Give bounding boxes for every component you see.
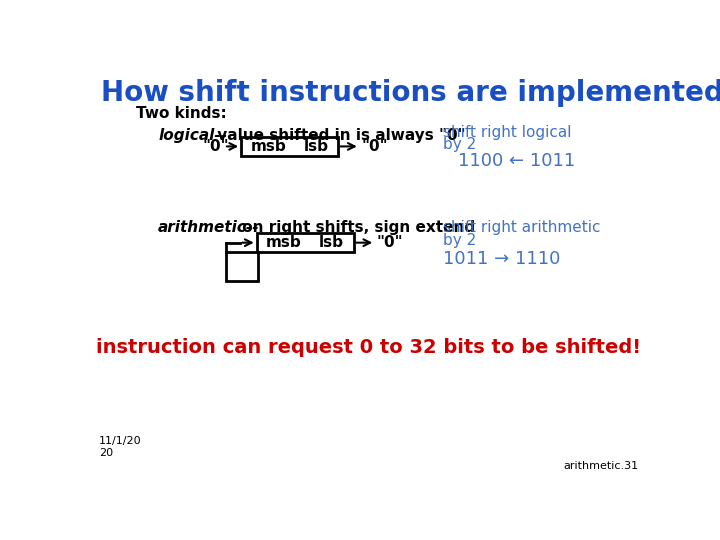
Text: 1100 ← 1011: 1100 ← 1011 [458,152,575,170]
Text: 11/1/20
20: 11/1/20 20 [99,436,142,457]
Text: msb: msb [266,235,302,250]
Bar [256,233,354,252]
Text: by 2: by 2 [443,233,476,248]
Text: shift right logical: shift right logical [443,125,571,140]
Text: arithmetic--: arithmetic-- [158,220,260,235]
Text: 1011 → 1110: 1011 → 1110 [443,249,560,268]
Text: "0": "0" [377,235,403,250]
Text: by 2: by 2 [443,137,476,152]
Text: "0": "0" [361,139,388,154]
Bar [241,137,338,156]
Text: "0": "0" [202,139,229,154]
Text: msb: msb [251,139,286,154]
Text: shift right arithmetic: shift right arithmetic [443,220,600,235]
Text: value shifted in is always "0": value shifted in is always "0" [212,128,466,143]
Text: instruction can request 0 to 32 bits to be shifted!: instruction can request 0 to 32 bits to … [96,338,642,357]
Text: on right shifts, sign extend: on right shifts, sign extend [238,220,475,235]
Text: lsb: lsb [304,139,329,154]
Bar [225,252,258,281]
Text: lsb: lsb [319,235,344,250]
Text: logical--: logical-- [158,128,228,143]
Text: arithmetic.31: arithmetic.31 [564,461,639,471]
Text: Two kinds:: Two kinds: [137,106,228,120]
Text: How shift instructions are implemented: How shift instructions are implemented [101,79,720,107]
